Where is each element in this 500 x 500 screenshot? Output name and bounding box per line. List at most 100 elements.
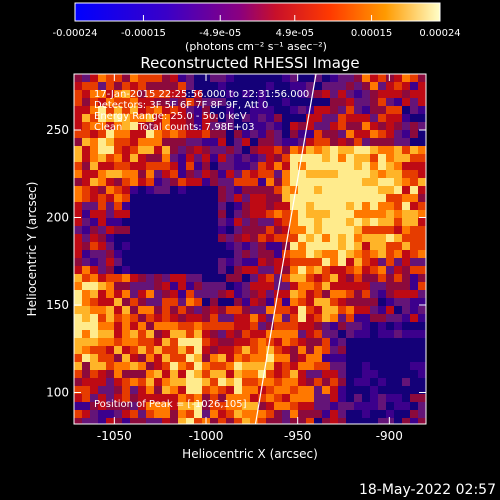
- heatmap-cell: [418, 122, 426, 130]
- heatmap-cell: [226, 122, 234, 130]
- heatmap-cell: [218, 74, 226, 82]
- heatmap-cell: [242, 250, 250, 258]
- heatmap-cell: [202, 234, 210, 242]
- heatmap-cell: [74, 106, 82, 114]
- heatmap-cell: [330, 354, 338, 362]
- heatmap-cell: [282, 274, 290, 282]
- heatmap-cell: [290, 338, 298, 346]
- heatmap-cell: [122, 106, 130, 114]
- heatmap-cell: [346, 362, 354, 370]
- heatmap-cell: [82, 314, 90, 322]
- heatmap-cell: [106, 90, 114, 98]
- heatmap-cell: [242, 402, 250, 410]
- heatmap-cell: [266, 122, 274, 130]
- plot-frame: [73, 73, 427, 425]
- heatmap-cell: [122, 98, 130, 106]
- heatmap-cell: [386, 210, 394, 218]
- heatmap-cell: [106, 298, 114, 306]
- heatmap-cell: [274, 226, 282, 234]
- heatmap-cell: [130, 146, 138, 154]
- heatmap-cell: [290, 402, 298, 410]
- heatmap-cell: [154, 298, 162, 306]
- heatmap-cell: [250, 314, 258, 322]
- heatmap-cell: [314, 114, 322, 122]
- heatmap-cell: [170, 154, 178, 162]
- heatmap-cell: [370, 282, 378, 290]
- heatmap-cell: [338, 338, 346, 346]
- heatmap-cell: [298, 82, 306, 90]
- heatmap-cell: [386, 338, 394, 346]
- heatmap-cell: [282, 218, 290, 226]
- heatmap-cell: [354, 114, 362, 122]
- heatmap-cell: [170, 146, 178, 154]
- heatmap-cell: [338, 386, 346, 394]
- heatmap-cell: [74, 170, 82, 178]
- heatmap-cell: [178, 170, 186, 178]
- heatmap-cell: [186, 242, 194, 250]
- heatmap-cell: [298, 146, 306, 154]
- heatmap-cell: [210, 98, 218, 106]
- heatmap-cell: [306, 178, 314, 186]
- heatmap-cell: [90, 162, 98, 170]
- heatmap-cell: [74, 338, 82, 346]
- heatmap-cell: [354, 98, 362, 106]
- heatmap-cell: [82, 234, 90, 242]
- heatmap-cell: [378, 378, 386, 386]
- heatmap-cell: [234, 122, 242, 130]
- heatmap-cell: [250, 98, 258, 106]
- heatmap-cell: [370, 394, 378, 402]
- heatmap-cell: [370, 290, 378, 298]
- heatmap-cell: [82, 74, 90, 82]
- heatmap-cell: [122, 202, 130, 210]
- heatmap-cell: [298, 98, 306, 106]
- heatmap-cell: [306, 194, 314, 202]
- heatmap-cell: [410, 90, 418, 98]
- heatmap-cell: [178, 138, 186, 146]
- heatmap-cell: [250, 258, 258, 266]
- heatmap-cell: [250, 90, 258, 98]
- heatmap-cell: [370, 162, 378, 170]
- heatmap-cell: [114, 202, 122, 210]
- colorbar-tick-label: -0.00024: [53, 28, 98, 39]
- heatmap-cell: [122, 162, 130, 170]
- heatmap-cell: [378, 250, 386, 258]
- heatmap-cell: [282, 338, 290, 346]
- heatmap-cell: [210, 202, 218, 210]
- heatmap-cell: [186, 274, 194, 282]
- heatmap-cell: [250, 250, 258, 258]
- heatmap-cell: [98, 354, 106, 362]
- heatmap-cell: [74, 410, 82, 418]
- heatmap-cell: [242, 410, 250, 418]
- heatmap-cell: [418, 250, 426, 258]
- heatmap-cell: [146, 338, 154, 346]
- heatmap-cell: [226, 130, 234, 138]
- heatmap-cell: [274, 162, 282, 170]
- heatmap-cell: [362, 210, 370, 218]
- heatmap-cell: [226, 330, 234, 338]
- heatmap-cell: [114, 418, 122, 424]
- heatmap-cell: [266, 242, 274, 250]
- heatmap-cell: [378, 106, 386, 114]
- heatmap-cell: [178, 194, 186, 202]
- heatmap-cell: [314, 170, 322, 178]
- heatmap-cell: [346, 354, 354, 362]
- heatmap-cell: [386, 194, 394, 202]
- heatmap-cell: [386, 154, 394, 162]
- heatmap-cell: [322, 338, 330, 346]
- heatmap-cell: [322, 306, 330, 314]
- heatmap-cell: [386, 226, 394, 234]
- heatmap-cell: [98, 154, 106, 162]
- heatmap-cell: [394, 378, 402, 386]
- heatmap-cell: [178, 386, 186, 394]
- heatmap-cell: [298, 322, 306, 330]
- heatmap-cell: [306, 410, 314, 418]
- heatmap-cell: [282, 186, 290, 194]
- heatmap-cell: [298, 298, 306, 306]
- heatmap-cell: [146, 194, 154, 202]
- heatmap-cell: [106, 314, 114, 322]
- heatmap-cell: [170, 90, 178, 98]
- heatmap-cell: [298, 234, 306, 242]
- heatmap-cell: [330, 418, 338, 424]
- heatmap-cell: [186, 194, 194, 202]
- heatmap-cell: [186, 202, 194, 210]
